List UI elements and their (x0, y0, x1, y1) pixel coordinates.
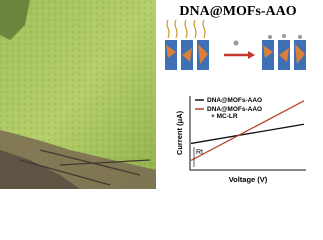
annotation: Rt (196, 149, 203, 156)
legend-label: DNA@MOFs-AAO + MC-LR (207, 106, 262, 120)
figure: DNA@MOFs-AAO Current (μA) Voltage (V) DN… (0, 0, 306, 189)
chart: Current (μA) Voltage (V) DNA@MOFs-AAO DNA… (175, 96, 306, 184)
x-axis-label: Voltage (V) (229, 175, 268, 184)
series-line (190, 100, 305, 162)
heading: DNA@MOFs-AAO (179, 4, 296, 19)
photo (0, 0, 156, 189)
y-axis-label: Current (μA) (175, 110, 184, 155)
series-line (190, 123, 305, 145)
schematic (165, 19, 306, 70)
axes (189, 96, 306, 171)
legend-label: DNA@MOFs-AAO (207, 97, 262, 104)
